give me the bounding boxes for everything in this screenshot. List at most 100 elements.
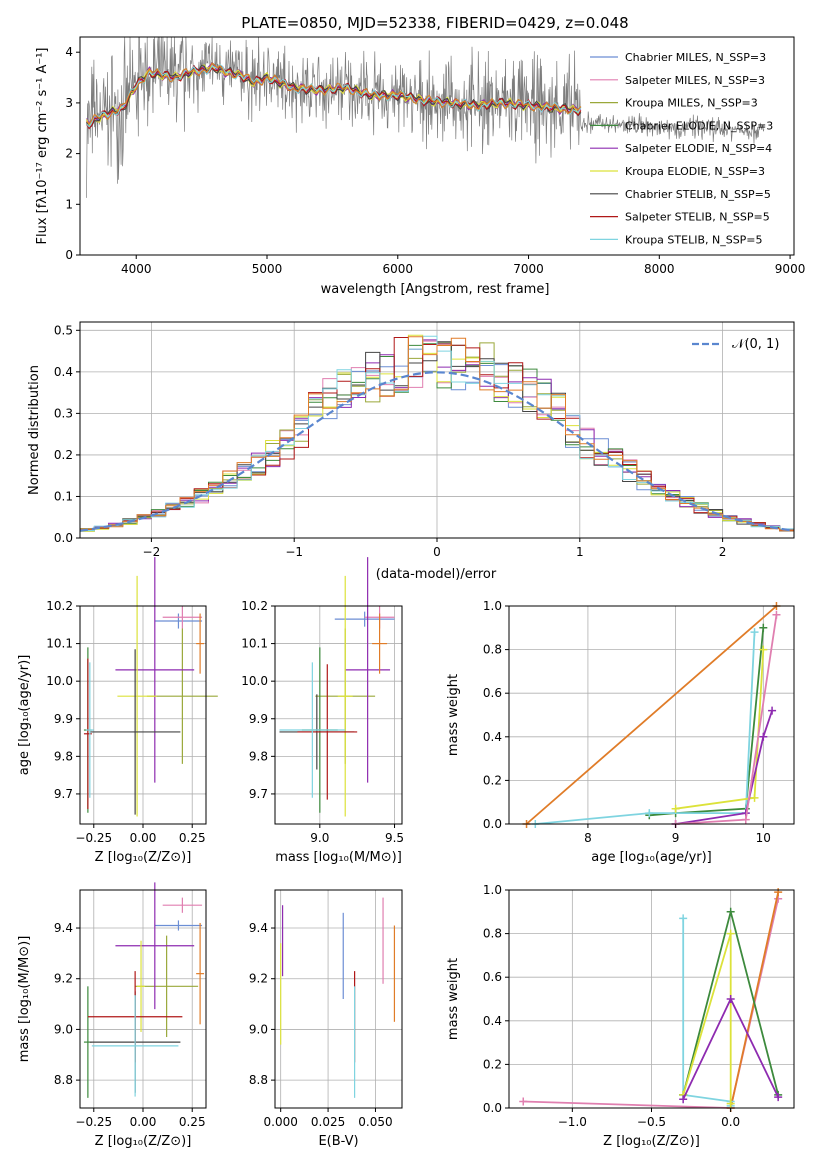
residual-ylabel: Normed distribution — [27, 365, 42, 495]
age-vs-metallicity-panel: −0.25 0.00 0.25 9.7 9.8 9.9 10.0 10.1 10.2 Z [log… — [17, 557, 218, 865]
mass-weight-marker — [759, 623, 768, 632]
x-tick-label: 2 — [719, 545, 727, 559]
y-tick-label: 1.0 — [483, 599, 502, 613]
mass-weight-marker — [519, 1097, 528, 1106]
mass-weight-marker — [645, 809, 654, 818]
x-tick-label: 8000 — [644, 262, 675, 276]
y-tick-label: 9.2 — [54, 972, 73, 986]
axes-frame — [274, 889, 403, 1109]
x-tick-label: 6000 — [382, 262, 413, 276]
residual-xlabel: (data-model)/error — [376, 567, 497, 582]
y-tick-label: 10.2 — [46, 599, 73, 613]
x-tick-label: 0.25 — [179, 831, 206, 845]
y-tick-label: 0.0 — [483, 1101, 502, 1115]
y-tick-label: 10.0 — [46, 674, 73, 688]
mass-vs-extinction-panel: 0.000 0.025 0.050 8.8 9.0 9.2 9.4 E(B-V) — [249, 889, 403, 1149]
x-tick-label: −0.5 — [637, 1115, 666, 1129]
mass-weight-line — [525, 605, 778, 825]
age-vs-mass-panel: 9.0 9.5 9.7 9.8 9.9 10.0 10.1 10.2 mass [log₁₀(M… — [241, 557, 404, 865]
weight-vs-metallicity-panel: −1.0 −0.5 0.0 0.0 0.2 0.4 0.6 0.8 1.0 Z [log₁₀(Z/… — [446, 883, 795, 1149]
legend-label: Chabrier ELODIE, N_SSP=3 — [625, 119, 773, 132]
mass-weight-marker — [759, 645, 768, 654]
spectrum-ylabel: Flux [fλ10⁻¹⁷ erg cm⁻² s⁻¹ A⁻¹] — [35, 48, 50, 245]
normal-distribution-curve — [79, 371, 795, 532]
legend-label-normal: 𝒩(0, 1) — [732, 337, 779, 352]
x-axis-label: mass [log₁₀(M/M⊙)] — [275, 850, 402, 865]
y-tick-label: 9.2 — [249, 972, 268, 986]
x-tick-label: 1 — [576, 545, 584, 559]
mass-weight-marker — [768, 706, 777, 715]
x-tick-label: 7000 — [513, 262, 544, 276]
residual-panel: −2 −1 0 1 2 0.0 0.1 0.2 0.3 0.4 0.5 𝒩(0, 1) (data-… — [27, 321, 795, 582]
y-tick-label: 0.8 — [483, 643, 502, 657]
y-tick-label: 9.0 — [54, 1022, 73, 1036]
y-tick-label: 9.4 — [54, 921, 73, 935]
y-tick-label: 2 — [65, 147, 73, 161]
mass-weight-line — [675, 710, 773, 825]
y-tick-label: 0.2 — [54, 448, 73, 462]
legend-label: Salpeter MILES, N_SSP=3 — [625, 74, 765, 87]
y-tick-label: 9.8 — [249, 749, 268, 763]
x-tick-label: 0.025 — [311, 1115, 345, 1129]
mass-weight-marker — [679, 914, 688, 923]
x-axis-label: Z [log₁₀(Z/Z⊙)] — [603, 1134, 700, 1149]
y-tick-label: 0.6 — [483, 970, 502, 984]
spectrum-legend: Chabrier MILES, N_SSP=3 Salpeter MILES, N… — [590, 51, 773, 246]
residual-histograms — [80, 334, 794, 532]
mass-weight-marker — [750, 628, 759, 637]
x-tick-label: 10 — [756, 831, 771, 845]
residual-histogram-step — [80, 334, 794, 532]
x-tick-label: 8 — [584, 831, 592, 845]
x-tick-label: 9.0 — [310, 831, 329, 845]
spectrum-panel: PLATE=0850, MJD=52338, FIBERID=0429, z=0… — [35, 14, 805, 297]
mass-weight-marker — [671, 804, 680, 813]
x-tick-label: 0.00 — [130, 831, 157, 845]
x-tick-label: −1 — [285, 545, 303, 559]
y-tick-label: 4 — [65, 45, 73, 59]
x-axis-label: Z [log₁₀(Z/Z⊙)] — [95, 850, 192, 865]
x-tick-label: 0.050 — [358, 1115, 392, 1129]
x-tick-label: 4000 — [121, 262, 152, 276]
axes-frame — [274, 605, 403, 825]
model-spectra — [86, 61, 582, 130]
x-tick-label: −2 — [143, 545, 161, 559]
x-tick-label: −1.0 — [558, 1115, 587, 1129]
x-tick-label: 0.25 — [179, 1115, 206, 1129]
x-tick-label: 9000 — [775, 262, 806, 276]
mass-weight-marker — [726, 995, 735, 1003]
y-tick-label: 9.4 — [249, 921, 268, 935]
y-axis-label: mass weight — [446, 674, 461, 756]
y-tick-label: 0.0 — [483, 817, 502, 831]
y-tick-label: 0.4 — [483, 1014, 502, 1028]
residual-histogram-step — [80, 335, 794, 531]
legend-label: Chabrier MILES, N_SSP=3 — [625, 51, 766, 64]
x-tick-label: 0.00 — [130, 1115, 157, 1129]
x-tick-label: −0.25 — [75, 831, 112, 845]
y-tick-label: 8.8 — [54, 1073, 73, 1087]
y-tick-label: 0.1 — [54, 489, 73, 503]
mass-weight-marker — [774, 1093, 783, 1102]
y-tick-label: 10.1 — [241, 637, 268, 651]
y-axis-label: mass [log₁₀(M/M⊙)] — [17, 936, 32, 1063]
y-tick-label: 9.7 — [249, 787, 268, 801]
y-tick-label: 10.0 — [241, 674, 268, 688]
legend-label: Salpeter ELODIE, N_SSP=4 — [625, 142, 772, 155]
mass-vs-metallicity-panel: −0.25 0.00 0.25 8.8 9.0 9.2 9.4 Z [log₁₀(Z/Z⊙)]… — [17, 882, 207, 1149]
model-spectrum-line — [86, 65, 582, 130]
legend-label: Chabrier STELIB, N_SSP=5 — [625, 188, 771, 201]
spectrum-xlabel: wavelength [Angstrom, rest frame] — [321, 282, 550, 297]
y-tick-label: 9.8 — [54, 749, 73, 763]
legend-label: Kroupa STELIB, N_SSP=5 — [625, 233, 763, 246]
mass-weight-line — [535, 632, 756, 825]
mass-weight-marker — [726, 907, 735, 916]
y-tick-label: 0.3 — [54, 406, 73, 420]
y-tick-label: 1.0 — [483, 883, 502, 897]
mass-weight-marker — [750, 793, 759, 802]
spectrum-axes-frame — [79, 36, 795, 256]
x-tick-label: 0.0 — [721, 1115, 740, 1129]
y-tick-label: 0.6 — [483, 686, 502, 700]
x-axis-label: E(B-V) — [318, 1134, 358, 1149]
y-axis-label: age [log₁₀(age/yr)] — [17, 655, 32, 776]
x-tick-label: 0 — [433, 545, 441, 559]
y-tick-label: 1 — [65, 197, 73, 211]
